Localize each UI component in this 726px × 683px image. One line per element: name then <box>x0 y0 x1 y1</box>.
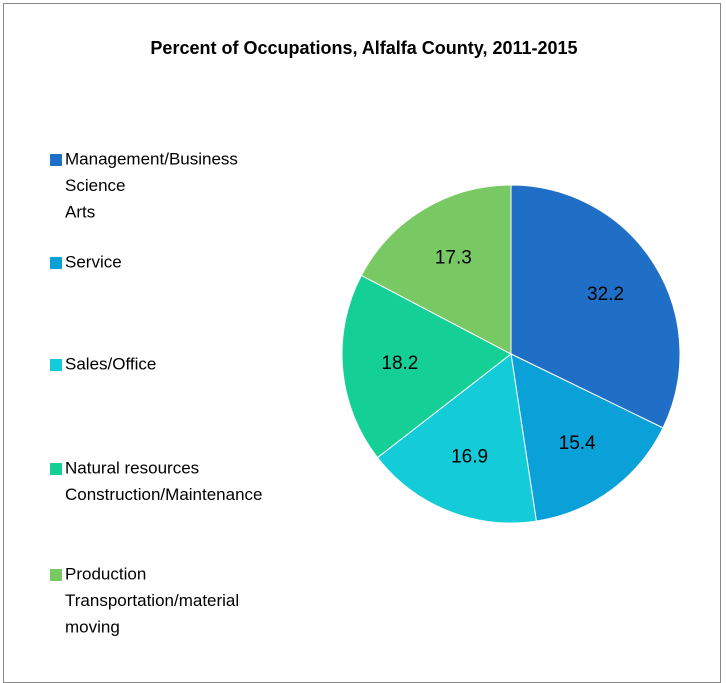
pie-slice <box>341 274 512 459</box>
data-label: 18.2 <box>381 353 418 374</box>
legend-swatch <box>50 154 62 166</box>
legend-swatch <box>50 359 62 371</box>
data-label: 16.9 <box>451 447 488 468</box>
legend-label: Science <box>65 176 125 195</box>
legend-label: moving <box>65 617 120 636</box>
legend-swatch <box>50 463 62 475</box>
legend-label: Management/Business <box>65 149 238 168</box>
pie-slice <box>360 184 512 355</box>
pie-slice <box>510 184 681 429</box>
chart-title: Percent of Occupations, Alfalfa County, … <box>150 38 578 58</box>
data-label: 17.3 <box>435 248 472 269</box>
legend-label: Construction/Maintenance <box>65 485 263 504</box>
legend-label: Arts <box>65 202 95 221</box>
pie-slice <box>510 353 664 522</box>
pie-slice <box>376 353 537 524</box>
legend-label: Production <box>65 564 146 583</box>
data-label: 15.4 <box>559 433 596 454</box>
legend-label: Service <box>65 252 122 271</box>
data-label: 32.2 <box>587 284 624 305</box>
legend-label: Transportation/material <box>65 591 239 610</box>
legend-swatch <box>50 569 62 581</box>
legend-swatch <box>50 257 62 269</box>
legend-label: Natural resources <box>65 458 199 477</box>
legend-label: Sales/Office <box>65 354 156 373</box>
